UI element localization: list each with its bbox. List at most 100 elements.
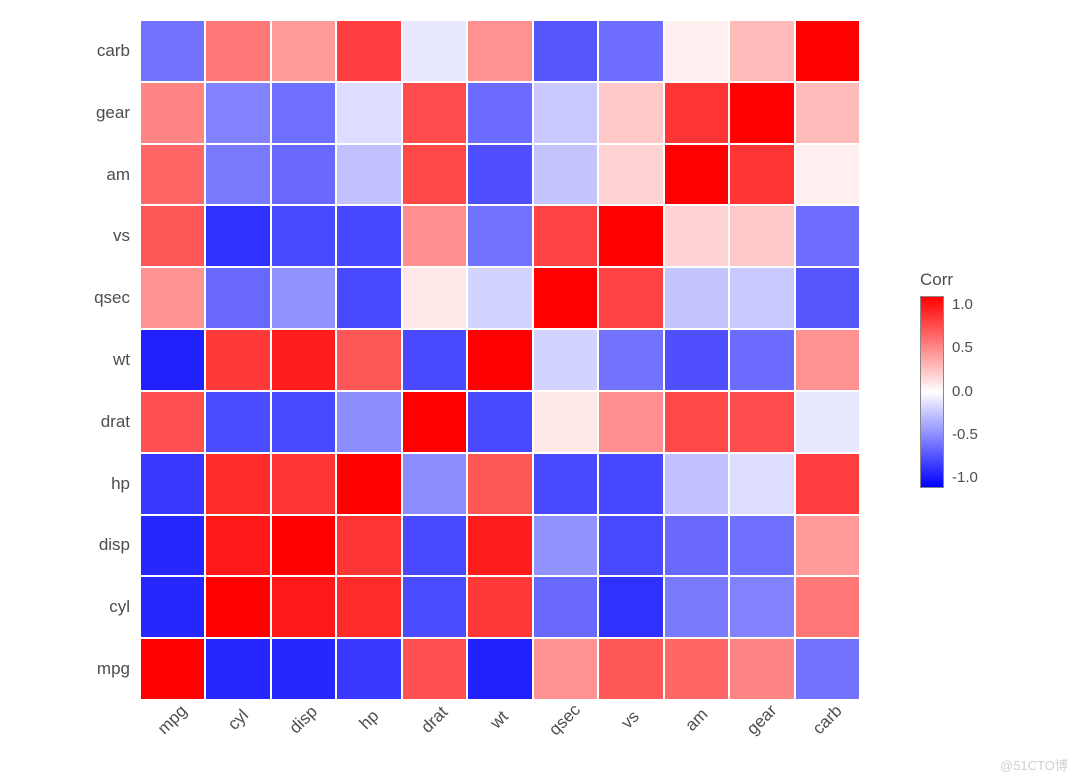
heatmap-cell	[729, 144, 794, 206]
x-axis-label: drat	[402, 702, 467, 762]
heatmap-cell	[205, 144, 270, 206]
heatmap-cell	[729, 267, 794, 329]
color-legend: Corr 1.00.50.0-0.5-1.0	[920, 270, 978, 488]
x-axis-label: vs	[598, 702, 663, 762]
heatmap-cell	[729, 638, 794, 700]
heatmap-cell	[467, 453, 532, 515]
heatmap-cell	[467, 205, 532, 267]
heatmap-cell	[795, 638, 860, 700]
x-axis-label: am	[664, 702, 729, 762]
heatmap-cell	[205, 329, 270, 391]
heatmap-cell	[467, 515, 532, 577]
heatmap-cell	[533, 82, 598, 144]
heatmap-cell	[467, 329, 532, 391]
legend-title: Corr	[920, 270, 978, 290]
heatmap-cell	[598, 205, 663, 267]
heatmap-cell	[140, 329, 205, 391]
heatmap-cell	[795, 144, 860, 206]
heatmap-cell	[664, 20, 729, 82]
heatmap-cell	[140, 205, 205, 267]
heatmap-cell	[795, 267, 860, 329]
heatmap-cell	[795, 20, 860, 82]
heatmap-cell	[271, 205, 336, 267]
y-axis-label: qsec	[50, 267, 140, 329]
legend-body: 1.00.50.0-0.5-1.0	[920, 296, 978, 488]
x-axis-label: cyl	[205, 702, 270, 762]
heatmap-cell	[402, 453, 467, 515]
x-axis-label: qsec	[533, 702, 598, 762]
heatmap-cell	[140, 391, 205, 453]
y-axis: carbgearamvsqsecwtdrathpdispcylmpg	[50, 20, 140, 700]
heatmap-cell	[533, 576, 598, 638]
heatmap-cell	[467, 82, 532, 144]
heatmap-cell	[467, 144, 532, 206]
heatmap-cell	[402, 267, 467, 329]
heatmap-cell	[336, 515, 401, 577]
heatmap-cell	[140, 82, 205, 144]
heatmap-cell	[271, 638, 336, 700]
heatmap-cell	[664, 391, 729, 453]
watermark-text: @51CTO博客	[1000, 755, 1080, 772]
heatmap-cell	[598, 267, 663, 329]
x-axis-label: carb	[795, 702, 860, 762]
heatmap-grid	[140, 20, 860, 700]
y-axis-label: carb	[50, 20, 140, 82]
legend-tick-label: 1.0	[952, 296, 978, 313]
heatmap-cell	[140, 144, 205, 206]
heatmap-cell	[729, 329, 794, 391]
y-axis-label: drat	[50, 391, 140, 453]
heatmap-cell	[205, 267, 270, 329]
legend-color-bar	[920, 296, 944, 488]
heatmap-cell	[598, 638, 663, 700]
heatmap-cell	[729, 515, 794, 577]
heatmap-cell	[140, 20, 205, 82]
heatmap-cell	[598, 515, 663, 577]
heatmap-cell	[795, 453, 860, 515]
heatmap-cell	[205, 20, 270, 82]
heatmap-cell	[336, 453, 401, 515]
heatmap-cell	[795, 391, 860, 453]
heatmap-cell	[402, 20, 467, 82]
y-axis-label: am	[50, 144, 140, 206]
y-axis-label: vs	[50, 205, 140, 267]
heatmap-cell	[533, 267, 598, 329]
x-axis-label: wt	[467, 702, 532, 762]
heatmap-cell	[664, 576, 729, 638]
heatmap-cell	[336, 20, 401, 82]
heatmap-cell	[795, 205, 860, 267]
heatmap-cell	[205, 576, 270, 638]
heatmap-cell	[402, 515, 467, 577]
heatmap-cell	[402, 391, 467, 453]
heatmap-cell	[664, 205, 729, 267]
heatmap-cell	[205, 453, 270, 515]
y-axis-label: disp	[50, 515, 140, 577]
heatmap-cell	[533, 20, 598, 82]
heatmap-cell	[140, 267, 205, 329]
heatmap-cell	[271, 82, 336, 144]
heatmap-cell	[205, 82, 270, 144]
legend-tick-label: 0.0	[952, 383, 978, 400]
heatmap-cell	[140, 638, 205, 700]
heatmap-cell	[271, 267, 336, 329]
heatmap-cell	[336, 82, 401, 144]
heatmap-cell	[598, 82, 663, 144]
heatmap-cell	[598, 20, 663, 82]
heatmap-cell	[795, 329, 860, 391]
heatmap-cell	[140, 576, 205, 638]
heatmap-cell	[533, 144, 598, 206]
heatmap-cell	[729, 82, 794, 144]
heatmap-cell	[664, 329, 729, 391]
heatmap-cell	[664, 638, 729, 700]
heatmap-cell	[336, 329, 401, 391]
heatmap-cell	[795, 576, 860, 638]
heatmap-cell	[533, 391, 598, 453]
heatmap-cell	[533, 205, 598, 267]
x-axis-label: gear	[729, 702, 794, 762]
heatmap-cell	[467, 20, 532, 82]
heatmap-cell	[271, 144, 336, 206]
heatmap-cell	[140, 453, 205, 515]
x-axis-label: mpg	[140, 702, 205, 762]
heatmap-cell	[402, 144, 467, 206]
legend-tick-label: 0.5	[952, 339, 978, 356]
heatmap-cell	[205, 205, 270, 267]
